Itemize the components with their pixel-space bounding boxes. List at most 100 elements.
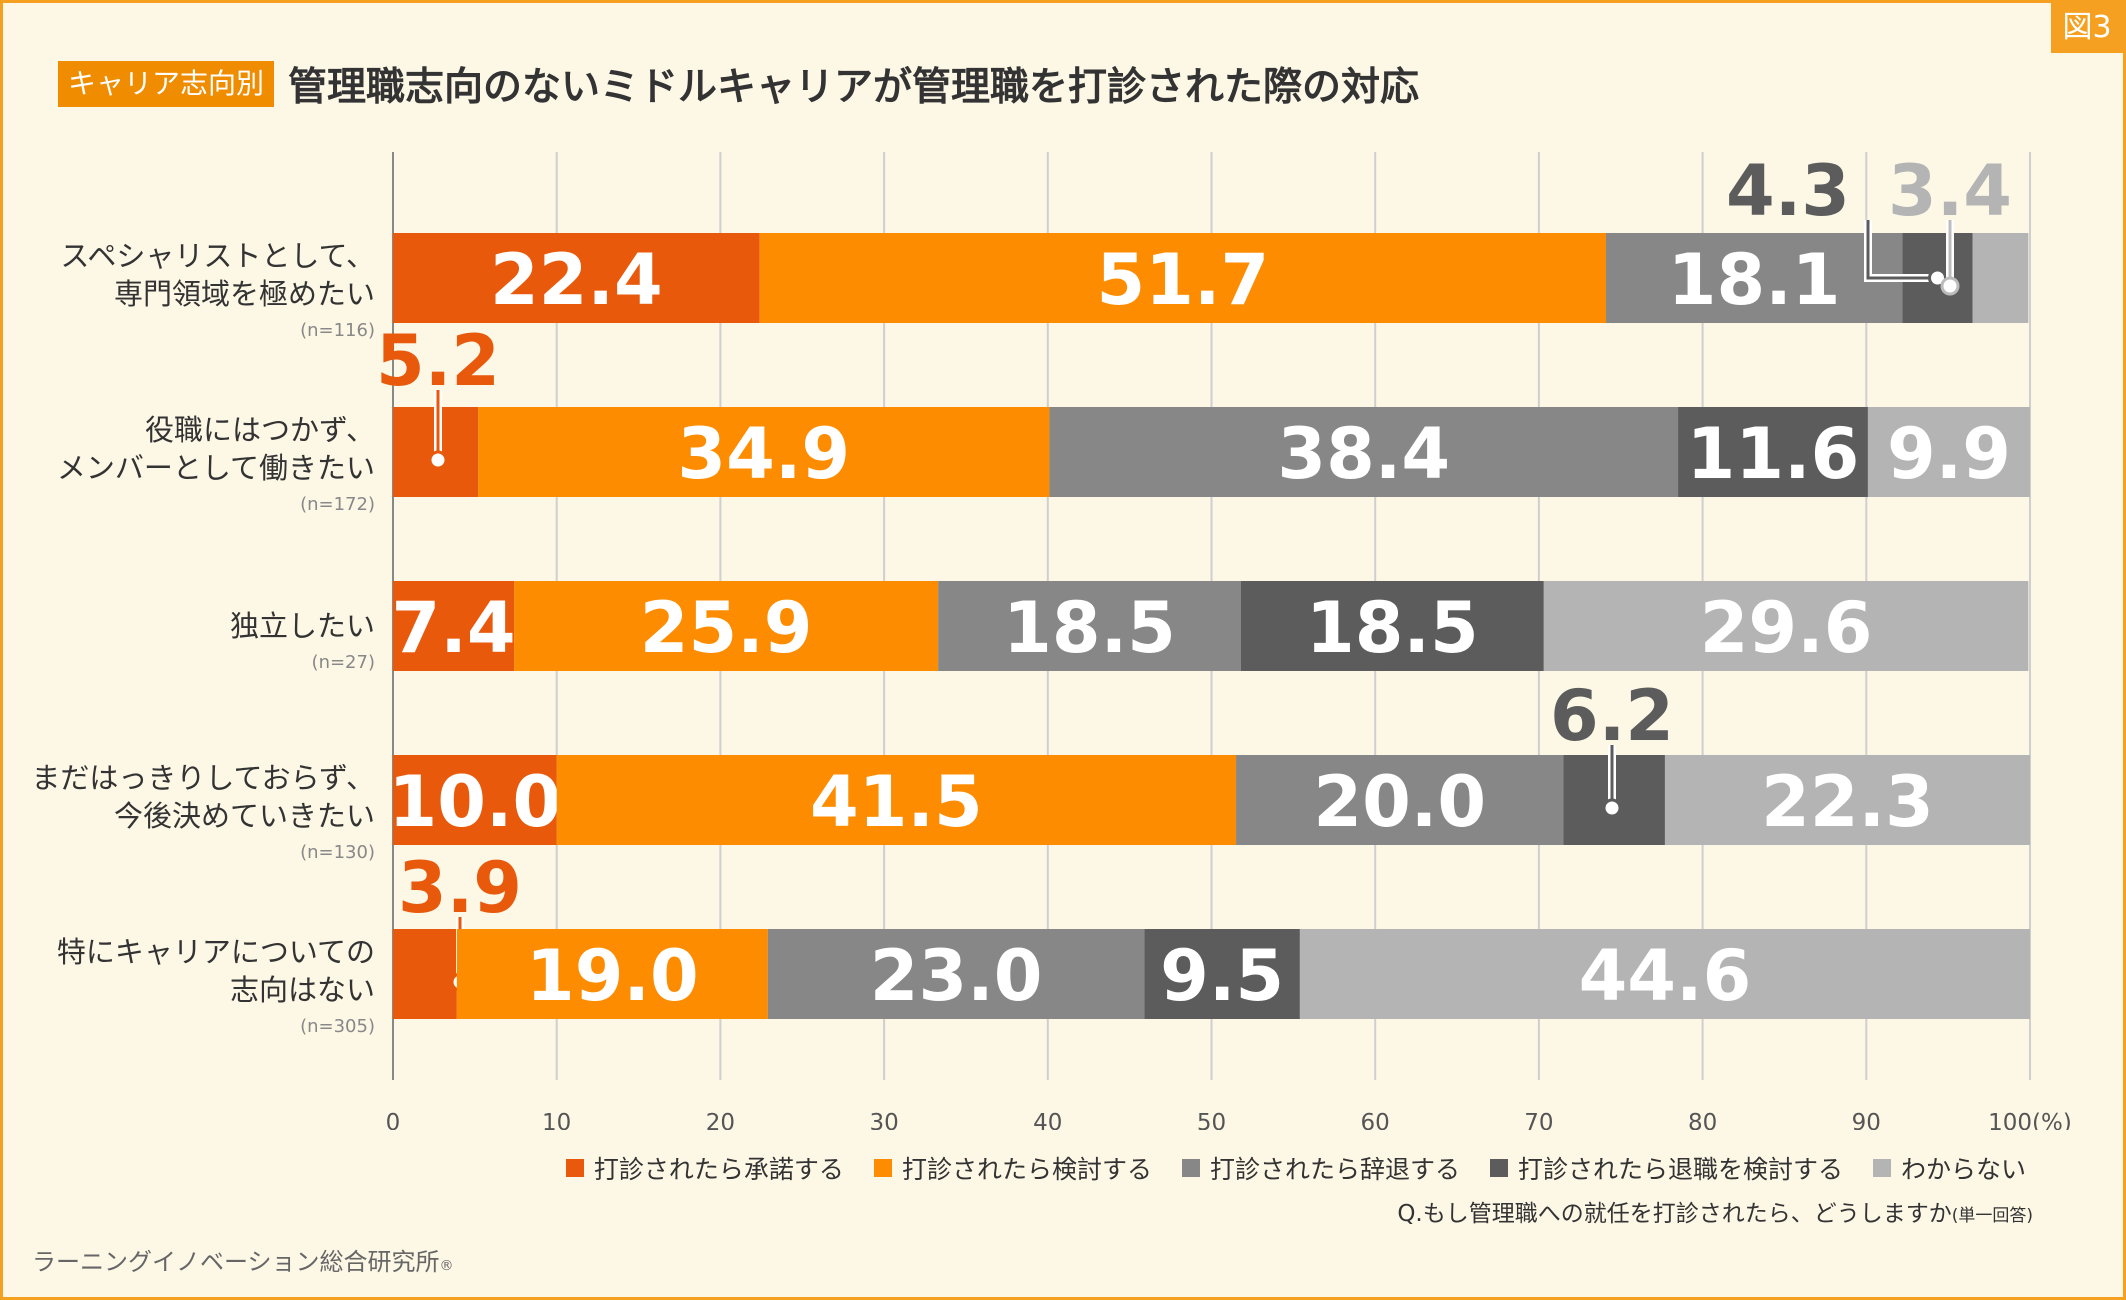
bar-segment: [1049, 407, 1679, 497]
bar-segment: [1240, 581, 1544, 671]
bar-segment: [393, 233, 760, 323]
data-label: 3.9: [398, 847, 522, 929]
data-label: 41.5: [810, 761, 983, 843]
chart-header: キャリア志向別 管理職志向のないミドルキャリアが管理職を打診された際の対応: [58, 58, 1419, 110]
data-label: 25.9: [640, 587, 813, 669]
data-label: 3.4: [1888, 150, 2012, 232]
data-label: 9.9: [1887, 413, 2011, 495]
bar-segment: [1678, 407, 1868, 497]
registered-mark: ®: [439, 1258, 454, 1274]
data-label: 9.5: [1160, 935, 1284, 1017]
survey-question: Q.もし管理職への就任を打診されたら、どうしますか(単一回答): [1397, 1194, 2033, 1228]
bar-segment: [938, 581, 1241, 671]
bar-segment: [514, 581, 939, 671]
bar-segment: [393, 755, 557, 845]
category-label: 特にキャリアについての: [57, 935, 375, 969]
category-tag: キャリア志向別: [58, 61, 275, 107]
callout-dot: [1940, 276, 1960, 296]
data-label: 19.0: [526, 935, 699, 1017]
legend-item: 打診されたら退職を検討する: [1489, 1150, 1843, 1186]
bar-segment: [1236, 755, 1564, 845]
bar-segment: [1867, 407, 2030, 497]
chart-title: 管理職志向のないミドルキャリアが管理職を打診された際の対応: [288, 65, 1420, 110]
legend-item: 打診されたら承諾する: [565, 1150, 844, 1186]
legend-swatch: [873, 1159, 892, 1177]
data-label: 18.1: [1668, 239, 1841, 321]
x-tick-label: 80: [1688, 1110, 1717, 1130]
data-label: 5.2: [376, 320, 500, 402]
x-tick-label: 10: [542, 1110, 571, 1130]
category-label: 今後決めていきたい: [114, 799, 375, 833]
source-text: ラーニングイノベーション総合研究所: [32, 1248, 440, 1276]
stacked-bar-chart: 0 10 20 30 40 50 60 70 80 90 100(%) スペシャリストとして、専門領域…: [31, 150, 2072, 1130]
bar-segment: [393, 581, 515, 671]
category-label: 専門領域を極めたい: [114, 277, 375, 311]
x-tick-label: 60: [1361, 1110, 1390, 1130]
callout-dot: [428, 450, 448, 470]
bar-segment: [1543, 581, 2029, 671]
bar-segment: [1299, 929, 2030, 1019]
data-label: 18.5: [1306, 587, 1479, 669]
data-label: 7.4: [392, 587, 516, 669]
bar-segment: [759, 233, 1607, 323]
x-tick-label: 30: [869, 1110, 898, 1130]
legend-label: 打診されたら辞退する: [1209, 1155, 1460, 1184]
question-text: Q.もし管理職への就任を打診されたら、どうしますか: [1397, 1201, 1952, 1227]
category-label: 役職にはつかず、: [145, 413, 375, 447]
data-label: 51.7: [1096, 239, 1269, 321]
legend-swatch: [1181, 1159, 1200, 1177]
category-n-label: (n=172): [300, 494, 375, 515]
bar-segment: [1664, 755, 2030, 845]
legend-item: 打診されたら検討する: [873, 1150, 1152, 1186]
data-label: 6.2: [1550, 675, 1674, 757]
legend-swatch: [565, 1159, 584, 1177]
data-label: 4.3: [1726, 150, 1850, 232]
category-label: まだはっきりしておらず、: [31, 761, 375, 795]
x-tick-label: 40: [1033, 1110, 1062, 1130]
data-label: 38.4: [1277, 413, 1450, 495]
bar-segment: [1606, 233, 1903, 323]
category-label: 志向はない: [230, 973, 375, 1007]
legend-swatch: [1489, 1159, 1508, 1177]
data-label: 10.0: [388, 761, 561, 843]
data-label: 18.5: [1003, 587, 1176, 669]
legend-label: 打診されたら退職を検討する: [1517, 1155, 1843, 1184]
legend-item: 打診されたら辞退する: [1181, 1150, 1460, 1186]
category-n-label: (n=116): [300, 320, 375, 341]
legend: 打診されたら承諾する 打診されたら検討する 打診されたら辞退する 打診されたら退職を検…: [565, 1150, 2026, 1186]
bar-segment: [478, 407, 1050, 497]
category-n-label: (n=305): [300, 1016, 375, 1037]
legend-label: 打診されたら検討する: [901, 1155, 1152, 1184]
source-credit: ラーニングイノベーション総合研究所®: [32, 1242, 454, 1277]
legend-label: 打診されたら承諾する: [593, 1155, 844, 1184]
data-label: 34.9: [677, 413, 850, 495]
category-n-label: (n=130): [300, 842, 375, 863]
data-label: 20.0: [1313, 761, 1486, 843]
legend-swatch: [1872, 1159, 1891, 1177]
legend-label: わからない: [1900, 1155, 2026, 1184]
category-label: 独立したい: [230, 609, 375, 643]
data-label: 23.0: [870, 935, 1043, 1017]
category-label: メンバーとして働きたい: [57, 451, 375, 485]
callout-leader: [1866, 220, 1938, 280]
category-label: スペシャリストとして、: [60, 239, 375, 273]
data-label: 44.6: [1579, 935, 1752, 1017]
x-tick-label: 50: [1197, 1110, 1226, 1130]
data-label: 11.6: [1687, 413, 1860, 495]
bar-segment: [556, 755, 1237, 845]
bar-segment: [456, 929, 768, 1019]
data-label: 22.3: [1761, 761, 1934, 843]
bar-segment: [1972, 233, 2029, 323]
bar-segment: [1144, 929, 1300, 1019]
x-tick-label: 90: [1852, 1110, 1881, 1130]
callout-dot: [1602, 798, 1622, 818]
bar-segment: [393, 929, 457, 1019]
x-tick-label: 0: [386, 1110, 401, 1130]
bar-segment: [767, 929, 1145, 1019]
data-label: 22.4: [490, 239, 663, 321]
x-tick-label: 100(%): [1988, 1110, 2072, 1130]
category-n-label: (n=27): [312, 652, 375, 673]
data-label: 29.6: [1700, 587, 1873, 669]
figure-label: 図3: [2051, 3, 2123, 53]
question-note: (単一回答): [1951, 1206, 2033, 1226]
